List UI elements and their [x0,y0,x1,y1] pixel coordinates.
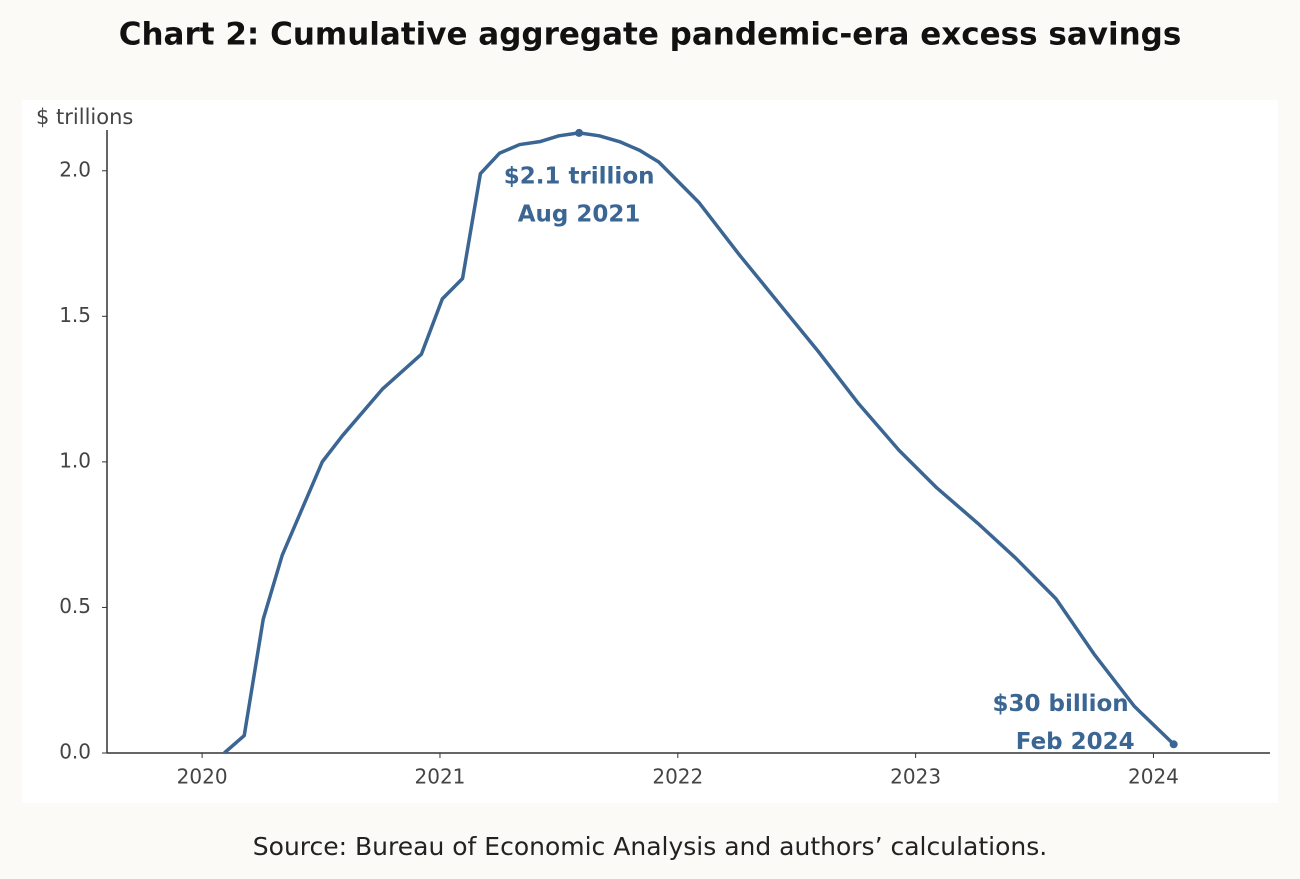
highlight-point [575,128,584,137]
annotation: $30 billion [992,691,1128,717]
y-tick-label: 0.5 [59,594,91,618]
y-tick-label: 1.0 [59,448,91,472]
x-tick-label: 2021 [415,765,466,789]
data-line [223,131,1175,755]
x-tick-label: 2022 [652,765,703,789]
annotation: Feb 2024 [1016,729,1135,755]
x-tick-label: 2024 [1128,765,1179,789]
chart-title: Chart 2: Cumulative aggregate pandemic-e… [119,17,1182,53]
source-note: Source: Bureau of Economic Analysis and … [253,832,1047,861]
x-tick-label: 2020 [177,765,228,789]
x-tick-label: 2023 [890,765,941,789]
highlight-point [1169,740,1178,749]
y-axis-label: $ trillions [36,105,133,129]
annotation: $2.1 trillion [504,163,655,189]
y-tick-label: 0.0 [59,740,91,764]
y-tick-label: 2.0 [59,157,91,181]
plot-background [22,100,1278,803]
annotation: Aug 2021 [518,201,641,227]
y-tick-label: 1.5 [59,303,91,327]
